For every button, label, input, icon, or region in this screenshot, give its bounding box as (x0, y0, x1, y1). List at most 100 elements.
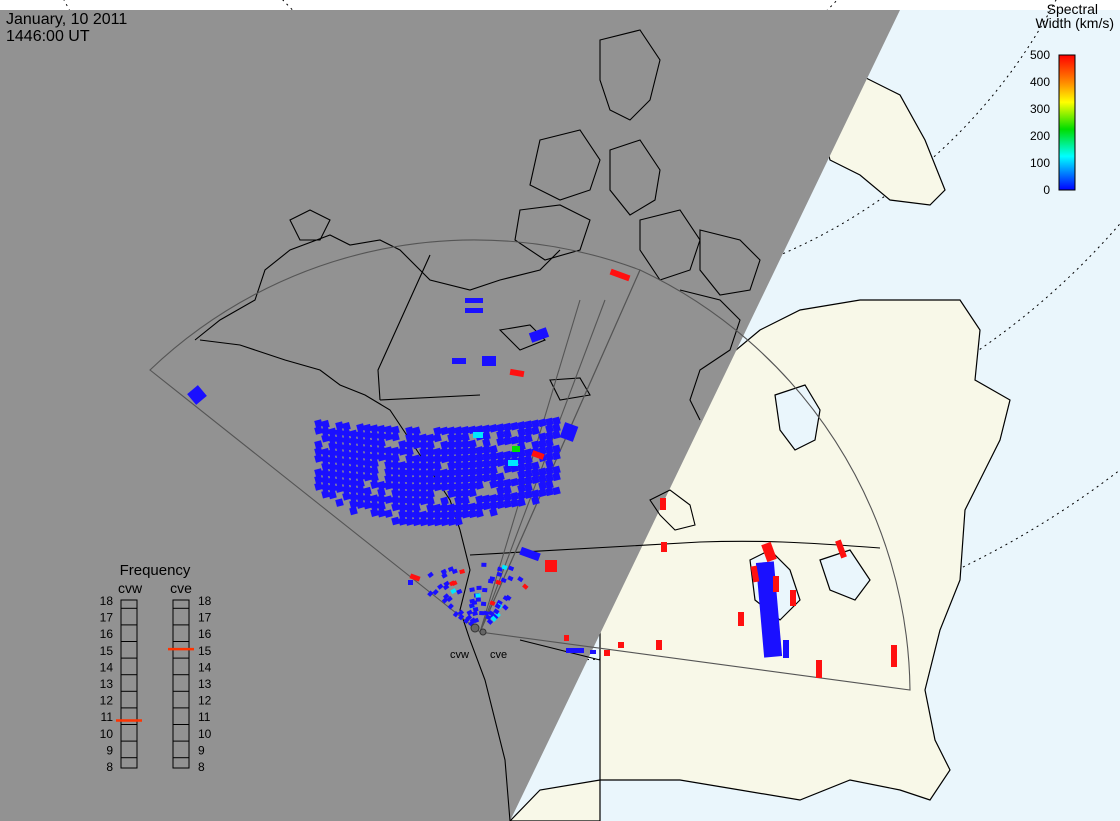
echo-cell (398, 475, 407, 484)
echo-cell (426, 517, 435, 527)
echo-cell (426, 510, 435, 520)
echo-cell (440, 426, 449, 436)
echo-cell (398, 461, 407, 470)
echo-cell (482, 473, 491, 483)
echo-cell (447, 503, 456, 513)
echo-cell (314, 426, 323, 435)
frequency-scale-label: 16 (198, 627, 212, 641)
frequency-scale-label: 12 (100, 694, 114, 708)
echo-cell (454, 517, 463, 526)
echo-cell (469, 598, 476, 604)
echo-cell (531, 489, 540, 499)
echo-cell (468, 453, 477, 463)
echo-cell (412, 482, 421, 492)
echo-cell (531, 468, 540, 478)
echo-cell (440, 440, 449, 450)
echo-cell (485, 614, 492, 621)
echo-cell (454, 510, 463, 519)
echo-cell (356, 444, 365, 453)
echo-cell (321, 461, 330, 471)
echo-cell (531, 475, 540, 485)
echo-cell (496, 430, 505, 439)
echo-cell (454, 426, 463, 435)
echo-cell (447, 475, 456, 485)
echo-cell (398, 489, 407, 498)
echo-cell (370, 438, 379, 447)
echo-cell (405, 496, 414, 505)
echo-cell (440, 454, 449, 464)
echo-cell (447, 603, 454, 610)
echo-cell (486, 618, 494, 625)
echo-cell (496, 451, 505, 460)
echo-cell (405, 426, 414, 435)
echo-cell (489, 459, 498, 468)
echo-cell (363, 430, 372, 440)
echo-cell (412, 454, 421, 464)
echo-cell (472, 606, 479, 612)
echo-cell (440, 468, 449, 478)
echo-cell (349, 471, 358, 481)
frequency-label-cvw: cvw (118, 580, 143, 596)
echo-cell (419, 475, 428, 485)
echo-cell (342, 422, 351, 431)
echo-cell (482, 466, 491, 476)
echo-cell (476, 585, 482, 590)
echo-cell (363, 451, 372, 461)
echo-cell (489, 473, 498, 482)
echo-cell (496, 599, 503, 606)
echo-cell (314, 468, 323, 477)
echo-cell (427, 590, 434, 597)
colorbar-tick-label: 0 (1043, 183, 1050, 197)
echo-cell (545, 487, 554, 497)
frequency-scale-label: 11 (198, 710, 211, 724)
echo-cell (457, 613, 465, 621)
echo-cell (461, 488, 470, 498)
echo-cell (321, 468, 330, 478)
echo-cell (891, 645, 897, 667)
echo-cell (552, 423, 561, 433)
echo-cell (377, 480, 386, 490)
colorbar-tick-label: 300 (1030, 102, 1050, 116)
echo-cell (545, 445, 554, 455)
echo-cell (370, 508, 379, 517)
echo-cell (328, 476, 337, 486)
echo-cell (419, 447, 428, 457)
echo-cell (473, 432, 483, 438)
echo-cell (465, 298, 483, 303)
echo-cell (496, 486, 505, 495)
echo-cell (503, 485, 512, 495)
echo-cell (461, 509, 470, 519)
echo-cell (508, 460, 518, 466)
echo-cell (461, 439, 470, 449)
echo-cell (342, 457, 351, 466)
echo-cell (377, 438, 386, 448)
radar-site-cve[interactable] (479, 628, 487, 636)
echo-cell (447, 517, 456, 527)
echo-cell (512, 446, 520, 452)
echo-cell (564, 635, 569, 641)
echo-cell (440, 482, 449, 492)
echo-cell (398, 447, 407, 456)
echo-cell (321, 482, 330, 492)
radar-site-cvw[interactable] (470, 623, 480, 633)
echo-cell (335, 442, 344, 451)
echo-cell (440, 496, 449, 506)
echo-cell (405, 433, 414, 442)
echo-cell (328, 462, 337, 472)
frequency-column-cvw (120, 599, 138, 769)
echo-cell (489, 480, 498, 489)
echo-cell (419, 468, 428, 478)
frequency-scale-label: 18 (198, 594, 212, 608)
echo-cell (496, 423, 505, 432)
echo-cell (391, 502, 400, 512)
frequency-scale-label: 11 (101, 710, 114, 724)
echo-cell (475, 597, 481, 602)
echo-cell (552, 451, 561, 461)
echo-cell (489, 466, 498, 475)
echo-cell (454, 489, 463, 498)
echo-cell (443, 580, 450, 587)
echo-cell (342, 464, 351, 473)
echo-cell (503, 422, 512, 432)
echo-cell (447, 433, 456, 443)
